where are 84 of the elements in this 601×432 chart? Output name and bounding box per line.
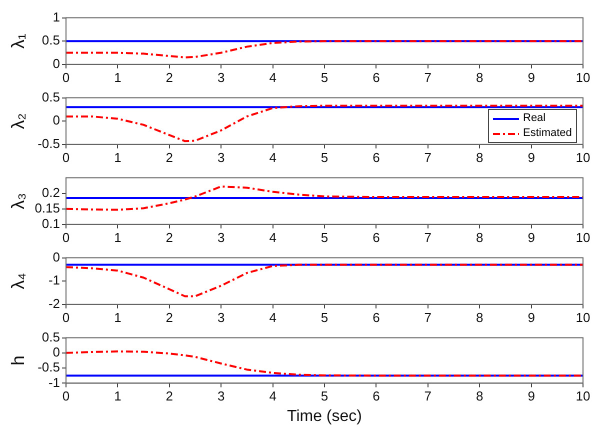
- x-tick-label: 0: [62, 230, 70, 245]
- x-tick-label: 7: [424, 310, 432, 325]
- y-axis-title: λ₁: [8, 34, 28, 49]
- legend-label: Real: [523, 111, 546, 126]
- x-tick-label: 5: [320, 150, 328, 165]
- x-tick-label: 3: [217, 310, 225, 325]
- y-tick-label: -2: [48, 296, 60, 311]
- x-tick-label: 7: [424, 70, 432, 85]
- x-tick-label: 7: [424, 230, 432, 245]
- line-series: [66, 40, 583, 58]
- y-tick-label: 1: [52, 9, 60, 24]
- x-tick-label: 6: [372, 310, 380, 325]
- x-tick-label: 6: [372, 150, 380, 165]
- x-tick-label: 6: [372, 70, 380, 85]
- x-tick-label: 5: [320, 310, 328, 325]
- x-tick-label: 9: [528, 70, 535, 85]
- x-tick-label: 8: [476, 150, 484, 165]
- line-series: [66, 104, 583, 142]
- y-tick-label: 0: [52, 249, 60, 264]
- y-tick-label: 0: [52, 344, 60, 360]
- x-tick-label: 3: [217, 70, 225, 85]
- x-tick-label: 5: [320, 230, 328, 245]
- y-tick-label: 0.15: [34, 200, 60, 216]
- y-tick-label: 0.5: [42, 32, 60, 48]
- x-tick-label: 3: [217, 230, 225, 245]
- y-tick-label: 0: [52, 112, 60, 128]
- y-tick-label: -1: [48, 374, 60, 390]
- x-tick-label: 4: [269, 70, 276, 85]
- y-tick-label: 0.1: [42, 216, 60, 231]
- x-tick-label: 9: [528, 388, 535, 404]
- y-tick-label: 0.2: [42, 184, 60, 200]
- x-tick-label: 4: [269, 388, 276, 404]
- x-tick-label: 4: [269, 150, 276, 165]
- x-tick-label: 0: [62, 310, 70, 325]
- y-axis-title: λ₃: [8, 192, 28, 210]
- x-tick-label: 7: [424, 150, 432, 165]
- x-tick-label: 6: [372, 388, 380, 404]
- line-series: [66, 264, 583, 298]
- x-tick-label: 2: [166, 150, 174, 165]
- x-tick-label: 10: [576, 70, 590, 85]
- x-tick-label: 5: [320, 70, 328, 85]
- x-tick-label: 2: [166, 388, 174, 404]
- x-tick-label: 9: [528, 150, 535, 165]
- line-series: [66, 186, 583, 211]
- x-tick-label: 0: [62, 388, 70, 404]
- x-tick-label: 1: [114, 388, 122, 404]
- x-tick-label: 9: [528, 310, 535, 325]
- y-axis-title: h: [8, 355, 28, 366]
- y-tick-label: -1: [48, 272, 60, 288]
- x-tick-label: 4: [269, 230, 276, 245]
- x-tick-label: 2: [166, 230, 174, 245]
- x-tick-label: 7: [424, 388, 432, 404]
- y-tick-label: 0.5: [42, 89, 60, 104]
- legend-label: Estimated: [523, 126, 572, 142]
- x-tick-label: 8: [476, 388, 484, 404]
- y-tick-label: -0.5: [38, 136, 60, 151]
- y-tick-label: 0.5: [42, 329, 60, 344]
- x-tick-label: 1: [114, 70, 122, 85]
- x-axis-title: Time (sec): [287, 408, 362, 425]
- x-tick-label: 0: [62, 70, 70, 85]
- x-tick-label: 10: [576, 230, 590, 245]
- x-tick-label: 1: [114, 150, 122, 165]
- x-tick-label: 3: [217, 150, 225, 165]
- x-tick-label: 4: [269, 310, 276, 325]
- x-tick-label: 10: [576, 150, 590, 165]
- x-tick-label: 10: [576, 310, 590, 325]
- x-tick-label: 0: [62, 150, 70, 165]
- x-tick-label: 6: [372, 230, 380, 245]
- x-tick-label: 8: [476, 230, 484, 245]
- y-tick-label: -0.5: [38, 360, 60, 375]
- y-axis-title: λ₄: [8, 272, 28, 290]
- y-axis-title: λ₂: [8, 113, 28, 130]
- x-tick-label: 8: [476, 70, 484, 85]
- x-tick-label: 1: [114, 230, 122, 245]
- x-tick-label: 8: [476, 310, 484, 325]
- x-tick-label: 2: [166, 310, 174, 325]
- y-tick-label: 0: [52, 56, 60, 71]
- x-tick-label: 1: [114, 310, 122, 325]
- x-tick-label: 9: [528, 230, 535, 245]
- x-tick-label: 5: [320, 388, 328, 404]
- x-tick-label: 3: [217, 388, 225, 404]
- line-series: [66, 350, 583, 377]
- x-tick-label: 2: [166, 70, 174, 85]
- x-tick-label: 10: [576, 388, 590, 404]
